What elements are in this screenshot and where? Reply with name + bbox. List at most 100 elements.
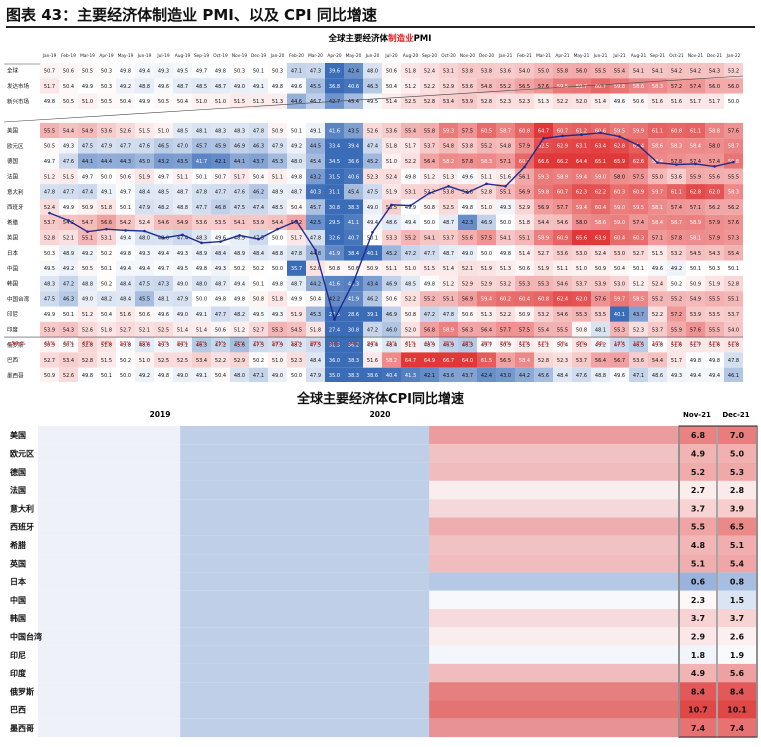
pmi-cell <box>40 78 59 94</box>
pmi-eurozone-point <box>181 233 184 237</box>
pmi-cell-value: 48.8 <box>82 281 93 287</box>
pmi-cell-value: 39.1 <box>367 312 378 318</box>
pmi-cell-value: 52.1 <box>462 266 473 272</box>
cpi-history-recent <box>429 590 678 609</box>
pmi-cell-value: 49.1 <box>177 343 188 349</box>
cpi-history-recent <box>429 444 678 463</box>
pmi-cell-value: 41.1 <box>348 220 359 226</box>
pmi-cell <box>344 337 363 353</box>
pmi-cell-value: 35.7 <box>291 266 302 272</box>
pmi-share-value: 24% <box>101 341 112 347</box>
pmi-cell <box>116 352 135 368</box>
pmi-cell-value: 36.6 <box>348 159 359 165</box>
pmi-cell <box>591 245 610 261</box>
pmi-cell-value: 56.2 <box>709 205 720 211</box>
pmi-cell-value: 49.4 <box>120 235 131 241</box>
pmi-cell-value: 49.0 <box>272 373 283 379</box>
pmi-cell <box>154 260 173 276</box>
pmi-cell <box>496 214 515 230</box>
cpi-nov21-cell <box>680 535 716 555</box>
pmi-cell-value: 49.0 <box>462 251 473 257</box>
cpi-cells <box>38 426 678 738</box>
pmi-cell-value: 60.9 <box>633 190 644 196</box>
pmi-cell <box>591 337 610 353</box>
pmi-cell <box>591 138 610 154</box>
pmi-cell <box>135 367 154 382</box>
cpi-dec21-value: 7.4 <box>730 724 745 733</box>
pmi-cell-value: 53.1 <box>443 68 454 74</box>
cpi-chart-title: 全球主要经济体CPI同比增速 <box>297 392 464 407</box>
cpi-dec21-value: 5.1 <box>730 541 745 550</box>
pmi-cell-value: 57.9 <box>709 235 720 241</box>
pmi-cell-value: 58.0 <box>614 174 625 180</box>
pmi-cell-value: 57.6 <box>690 327 701 333</box>
pmi-cell <box>344 367 363 382</box>
pmi-cell <box>325 138 344 154</box>
pmi-cell-value: 64.9 <box>424 358 435 364</box>
pmi-cell <box>344 321 363 338</box>
pmi-cell-value: 59.4 <box>576 205 587 211</box>
pmi-cell-value: 63.9 <box>595 235 606 241</box>
pmi-cell-value: 54.6 <box>158 220 169 226</box>
pmi-cell-value: 56.9 <box>462 297 473 303</box>
pmi-cell-value: 51.0 <box>158 128 169 134</box>
pmi-cell-value: 51.2 <box>405 84 416 90</box>
pmi-month-label: Nov-19 <box>232 53 248 59</box>
pmi-cell <box>553 245 572 261</box>
pmi-cell-value: 53.7 <box>576 358 587 364</box>
pmi-cell <box>534 260 553 276</box>
pmi-cell-value: 54.6 <box>557 281 568 287</box>
pmi-month-label: Jun-19 <box>137 53 152 59</box>
pmi-cell-value: 50.5 <box>44 144 55 150</box>
pmi-row-label: 希腊 <box>7 218 19 226</box>
pmi-cell-value: 49.9 <box>291 297 302 303</box>
pmi-cell <box>268 321 287 338</box>
pmi-cell-value: 38.3 <box>348 358 359 364</box>
pmi-cell-value: 62.6 <box>633 159 644 165</box>
pmi-cell <box>724 78 743 94</box>
pmi-cell <box>667 306 686 322</box>
pmi-cell <box>230 230 249 246</box>
pmi-cell <box>249 153 268 169</box>
pmi-cell-value: 55.4 <box>614 68 625 74</box>
pmi-cell-value: 62.3 <box>576 190 587 196</box>
pmi-cell-value: 49.8 <box>120 68 131 74</box>
pmi-cell <box>591 199 610 215</box>
pmi-cell <box>515 153 534 169</box>
pmi-cell-value: 52.6 <box>82 327 93 333</box>
pmi-cell-value: 53.8 <box>443 190 454 196</box>
cpi-dec21-cell <box>718 627 756 646</box>
pmi-cell-value: 39.4 <box>348 144 359 150</box>
pmi-eurozone-point <box>409 204 412 207</box>
pmi-cell <box>667 260 686 276</box>
pmi-cell <box>439 230 458 246</box>
pmi-cell <box>382 245 401 261</box>
pmi-cell-value: 39.6 <box>329 68 340 74</box>
pmi-cell-value: 45.5 <box>310 84 321 90</box>
pmi-cell-value: 51.9 <box>291 312 302 318</box>
pmi-cell <box>344 122 363 139</box>
pmi-cell <box>382 230 401 246</box>
pmi-cell <box>610 138 629 154</box>
pmi-cell <box>135 230 154 246</box>
pmi-cell-value: 49.4 <box>367 343 378 349</box>
pmi-cell-value: 51.7 <box>291 235 302 241</box>
pmi-cell <box>572 63 591 79</box>
pmi-cell-value: 49.6 <box>462 174 473 180</box>
cpi-nov21-cell <box>680 444 716 463</box>
pmi-cell <box>40 306 59 322</box>
pmi-cell <box>439 93 458 109</box>
pmi-cell <box>306 352 325 368</box>
pmi-cell <box>306 260 325 276</box>
pmi-cell-value: 49.8 <box>158 373 169 379</box>
pmi-cell-value: 55.2 <box>481 144 492 150</box>
pmi-cell <box>458 214 477 230</box>
pmi-cell <box>724 93 743 109</box>
cpi-history-2020 <box>180 499 430 518</box>
pmi-cell-value: 52.3 <box>367 174 378 180</box>
pmi-cell-value: 48.6 <box>139 343 150 349</box>
pmi-cell-value: 56.5 <box>519 84 530 90</box>
cpi-row-label: 希腊 <box>10 540 26 550</box>
pmi-cell <box>667 138 686 154</box>
pmi-cell-value: 51.7 <box>234 174 245 180</box>
